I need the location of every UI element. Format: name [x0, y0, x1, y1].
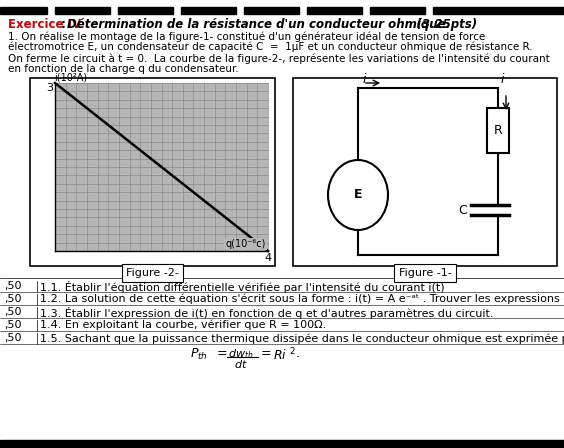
Bar [433, 7, 564, 14]
Text: en fonction de la charge q du condensateur.: en fonction de la charge q du condensate… [8, 64, 239, 74]
Bar [487, 108, 509, 153]
Text: ,50: ,50 [4, 307, 21, 317]
Bar [0, 7, 47, 14]
Text: électromotrice E, un condensateur de capacité C  =  1μF et un conducteur ohmique: électromotrice E, un condensateur de cap… [8, 42, 532, 52]
Text: 4: 4 [265, 253, 271, 263]
Bar [244, 7, 299, 14]
Text: 1.1. Établir l'équation différentielle vérifiée par l'intensité du courant i(t): 1.1. Établir l'équation différentielle v… [40, 281, 444, 293]
Bar [118, 7, 173, 14]
Text: Figure -2-: Figure -2- [126, 268, 179, 278]
Text: 3: 3 [46, 83, 53, 93]
Text: ,50: ,50 [4, 333, 21, 343]
Text: q(10⁻⁶c): q(10⁻⁶c) [226, 239, 266, 249]
Text: Figure -1-: Figure -1- [399, 268, 451, 278]
Text: On ferme le circuit à t = 0.  La courbe de la figure-2-, représente les variatio: On ferme le circuit à t = 0. La courbe d… [8, 53, 550, 64]
Text: Exercice IV: Exercice IV [8, 18, 81, 31]
Text: $dw_{th}$: $dw_{th}$ [228, 347, 254, 361]
Text: 1.5. Sachant que la puissance thermique dissipée dans le conducteur ohmique est : 1.5. Sachant que la puissance thermique … [40, 333, 564, 344]
Text: .: . [296, 347, 300, 360]
Text: i: i [501, 73, 505, 86]
Bar [55, 83, 268, 251]
Text: C: C [458, 203, 467, 216]
FancyBboxPatch shape [30, 78, 275, 266]
Text: 1.4. En exploitant la courbe, vérifier que R = 100Ω.: 1.4. En exploitant la courbe, vérifier q… [40, 320, 326, 331]
Text: (3.25pts): (3.25pts) [400, 18, 477, 31]
Text: :: : [61, 18, 70, 31]
Bar [307, 7, 362, 14]
Text: 1.2. La solution de cette équation s'écrit sous la forme : i(t) = A e⁻ᵃᵗ . Trouv: 1.2. La solution de cette équation s'écr… [40, 294, 564, 305]
Bar [0, 440, 564, 448]
Text: ,50: ,50 [4, 281, 21, 291]
Text: =: = [217, 347, 228, 360]
Text: Détermination de la résistance d'un conducteur ohmique.: Détermination de la résistance d'un cond… [67, 18, 450, 31]
Text: $dt$: $dt$ [234, 358, 248, 370]
Text: E: E [354, 189, 362, 202]
Bar [181, 7, 236, 14]
Text: i(10²A): i(10²A) [54, 72, 87, 82]
Text: 1. On réalise le montage de la figure-1- constitué d'un générateur idéal de tens: 1. On réalise le montage de la figure-1-… [8, 31, 485, 42]
Text: $Ri\ ^{2}$: $Ri\ ^{2}$ [273, 347, 296, 364]
Text: 1.3. Établir l'expression de i(t) en fonction de q et d'autres paramètres du cir: 1.3. Établir l'expression de i(t) en fon… [40, 307, 494, 319]
Bar [55, 7, 110, 14]
Text: $P_{th}$: $P_{th}$ [190, 347, 208, 362]
Text: i: i [363, 73, 367, 86]
FancyBboxPatch shape [293, 78, 557, 266]
Text: ,50: ,50 [4, 294, 21, 304]
Text: =: = [261, 347, 272, 360]
Text: R: R [494, 124, 503, 137]
Bar [370, 7, 425, 14]
Text: ,50: ,50 [4, 320, 21, 330]
